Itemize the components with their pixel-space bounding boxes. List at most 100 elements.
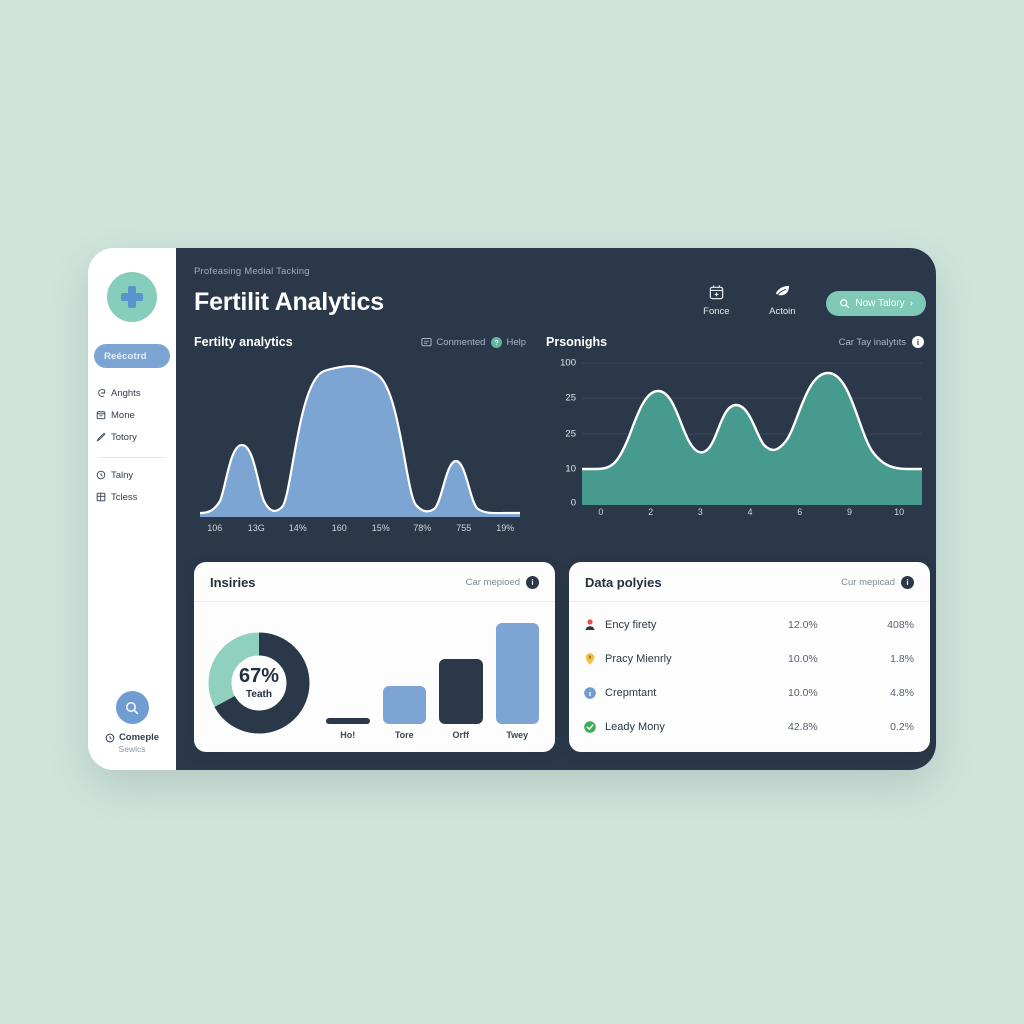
axis-tick: 106 <box>207 523 223 533</box>
right-chart-header: Prsonighs Car Tay inalytıts i <box>546 335 924 349</box>
y-tick: 0 <box>570 497 576 509</box>
sidebar-item-anghts[interactable]: Anghts <box>96 382 168 404</box>
sidebar-item-record[interactable]: Reécotrd <box>94 344 170 368</box>
insights-bar-chart[interactable]: Ho! Tore Orff Twey <box>326 622 539 740</box>
left-area-chart[interactable] <box>194 361 526 519</box>
bar-item[interactable]: Orff <box>439 622 483 740</box>
list-item[interactable]: Leady Mony 42.8% 0.2% <box>583 712 914 742</box>
sidebar-footer-primary[interactable]: Comeple <box>105 732 159 743</box>
topbar-actions: Fonce Actoin Now Talory › <box>694 284 926 317</box>
medical-cross-icon <box>119 284 145 310</box>
sidebar-item-mone[interactable]: Mone <box>96 404 168 426</box>
bar <box>326 718 370 724</box>
info-icon: i <box>526 576 539 589</box>
donut-label: Teath <box>246 689 272 700</box>
sidebar-footer: Comeple Sewlcs <box>88 691 176 754</box>
axis-tick: 78% <box>413 523 432 533</box>
right-chart-xaxis: 0 2 3 4 6 9 10 <box>576 507 924 517</box>
comment-action[interactable]: Conmented <box>421 337 485 348</box>
sidebar-item-tcless[interactable]: Tcless <box>96 486 168 508</box>
sidebar-footer-label: Comeple <box>118 732 160 743</box>
axis-tick: 15% <box>371 523 390 533</box>
breadcrumb: Profeasing Medial Tacking <box>194 266 310 277</box>
help-dot-icon <box>491 336 503 348</box>
sidebar-footer-sublabel: Sewlcs <box>118 744 146 754</box>
x-tick: 6 <box>797 507 803 517</box>
list-item-value-2: 408% <box>887 619 914 631</box>
app-logo[interactable] <box>88 272 176 322</box>
bar-item[interactable]: Ho! <box>326 622 370 740</box>
right-chart-meta-label: Car Tay inalytıts <box>838 336 906 348</box>
sidebar-item-totory-label: Totory <box>111 431 137 443</box>
chevron-right-icon: › <box>909 298 913 309</box>
calendar-icon <box>96 411 106 420</box>
info-icon: i <box>901 576 914 589</box>
y-tick: 25 <box>565 428 576 440</box>
sidebar-item-talny-label: Talny <box>111 469 134 481</box>
list-item[interactable]: Crepmtant 10.0% 4.8% <box>583 678 914 708</box>
x-tick: 0 <box>598 507 604 517</box>
info-icon: i <box>912 336 924 348</box>
sidebar-nav-primary: Anghts Mone Totory <box>88 382 176 448</box>
data-policies-card-header: Data polyies Cur mepicad i <box>569 562 930 602</box>
x-tick: 10 <box>894 507 905 517</box>
action-fonce[interactable]: Fonce <box>694 284 738 317</box>
bar-item[interactable]: Twey <box>495 622 539 740</box>
x-tick: 3 <box>697 507 703 517</box>
action-actoin[interactable]: Actoin <box>760 284 804 317</box>
new-talory-label: Now Talory <box>855 298 905 309</box>
bar-label: Ho! <box>340 730 356 740</box>
sidebar-item-tcless-label: Tcless <box>111 491 138 503</box>
help-action[interactable]: Help <box>491 336 526 348</box>
bar <box>382 686 426 724</box>
pen-icon <box>96 432 106 442</box>
data-policies-card-meta[interactable]: Cur mepicad i <box>841 576 914 589</box>
check-icon <box>584 721 596 733</box>
sidebar-item-talny[interactable]: Talny <box>96 464 168 486</box>
info-circle-icon <box>584 687 596 699</box>
sidebar-nav-secondary: Talny Tcless <box>88 464 176 508</box>
search-button[interactable] <box>115 691 149 724</box>
person-icon <box>585 619 595 630</box>
data-policies-card: Data polyies Cur mepicad i Ency firety 1… <box>569 562 930 752</box>
insights-donut[interactable]: 67% Teath <box>208 632 310 734</box>
right-chart-yaxis: 100 25 25 10 0 <box>546 357 576 509</box>
insights-card-body: 67% Teath Ho! Tore <box>194 602 555 752</box>
right-chart-meta[interactable]: Car Tay inalytıts i <box>839 336 924 348</box>
y-tick: 100 <box>560 357 576 369</box>
clock-icon <box>105 733 115 742</box>
sidebar-divider <box>98 457 166 458</box>
x-tick: 4 <box>747 507 753 517</box>
y-tick: 10 <box>565 463 576 475</box>
sidebar-item-mone-label: Mone <box>111 409 135 421</box>
data-policies-card-title: Data polyies <box>585 575 662 590</box>
sidebar-item-totory[interactable]: Totory <box>96 426 168 448</box>
right-chart-plot: 100 25 25 10 0 <box>546 357 924 519</box>
logo-circle <box>107 272 157 322</box>
data-policies-list: Ency firety 12.0% 408% Pracy Mienrly 10.… <box>569 602 930 752</box>
x-tick: 9 <box>846 507 852 517</box>
left-chart-meta: Conmented Help <box>421 336 526 348</box>
donut-percent: 67% <box>238 665 280 687</box>
main-content: Profeasing Medial Tacking Fertilit Analy… <box>176 248 936 770</box>
insights-card-meta[interactable]: Car mepioed i <box>466 576 539 589</box>
action-actoin-label: Actoin <box>769 306 796 317</box>
donut-center: 67% Teath <box>208 632 310 734</box>
action-fonce-label: Fonce <box>703 306 730 317</box>
list-item-name: Crepmtant <box>605 687 657 699</box>
list-item[interactable]: Ency firety 12.0% 408% <box>583 610 914 640</box>
bar-item[interactable]: Tore <box>382 622 426 740</box>
new-talory-button[interactable]: Now Talory › <box>826 291 926 316</box>
pin-icon <box>585 653 595 665</box>
list-item-value-1: 10.0% <box>788 687 818 699</box>
list-item[interactable]: Pracy Mienrly 10.0% 1.8% <box>583 644 914 674</box>
axis-tick: 755 <box>456 523 472 533</box>
right-area-chart[interactable] <box>582 359 922 509</box>
bar-label: Orff <box>452 730 470 740</box>
axis-tick: 160 <box>331 523 347 533</box>
insights-card-header: Insiries Car mepioed i <box>194 562 555 602</box>
donut-chart <box>208 632 310 734</box>
page-title: Fertilit Analytics <box>194 288 384 316</box>
sidebar: Reécotrd Anghts Mone <box>88 248 176 770</box>
app-window: Reécotrd Anghts Mone <box>88 248 936 770</box>
